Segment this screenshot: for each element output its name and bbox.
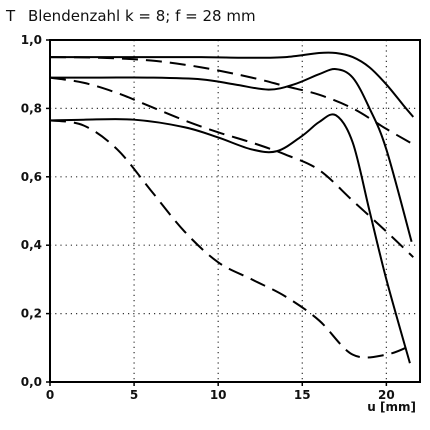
y-tick-label: 0,4	[21, 238, 42, 252]
y-tick-label: 0,0	[21, 375, 42, 389]
series-line-2-dashed	[49, 56, 414, 146]
y-axis-symbol: T	[5, 7, 16, 25]
x-tick-label: 5	[130, 388, 138, 402]
series-group	[49, 51, 415, 364]
series-line-4-dashed	[49, 76, 414, 258]
y-tick-label: 1,0	[21, 33, 42, 47]
x-tick-label: 0	[46, 388, 54, 402]
x-axis-label: u [mm]	[367, 400, 416, 414]
x-tick-label: 20	[378, 388, 395, 402]
x-ticks: 0 5 10 15 20	[46, 382, 395, 402]
x-tick-label: 15	[294, 388, 311, 402]
series-line-6-dashed	[49, 119, 414, 359]
x-tick-label: 10	[210, 388, 227, 402]
plot-frame	[49, 39, 421, 383]
series-line-5-solid	[49, 113, 411, 364]
y-ticks: 0,0 0,2 0,4 0,6 0,8 1,0	[21, 33, 50, 389]
chart-title: Blendenzahl k = 8; f = 28 mm	[28, 7, 256, 25]
y-tick-label: 0,6	[21, 170, 42, 184]
series-line-3-solid	[49, 68, 413, 243]
y-tick-label: 0,2	[21, 307, 42, 321]
series-line-1-solid	[49, 51, 415, 118]
y-tick-label: 0,8	[21, 101, 42, 115]
